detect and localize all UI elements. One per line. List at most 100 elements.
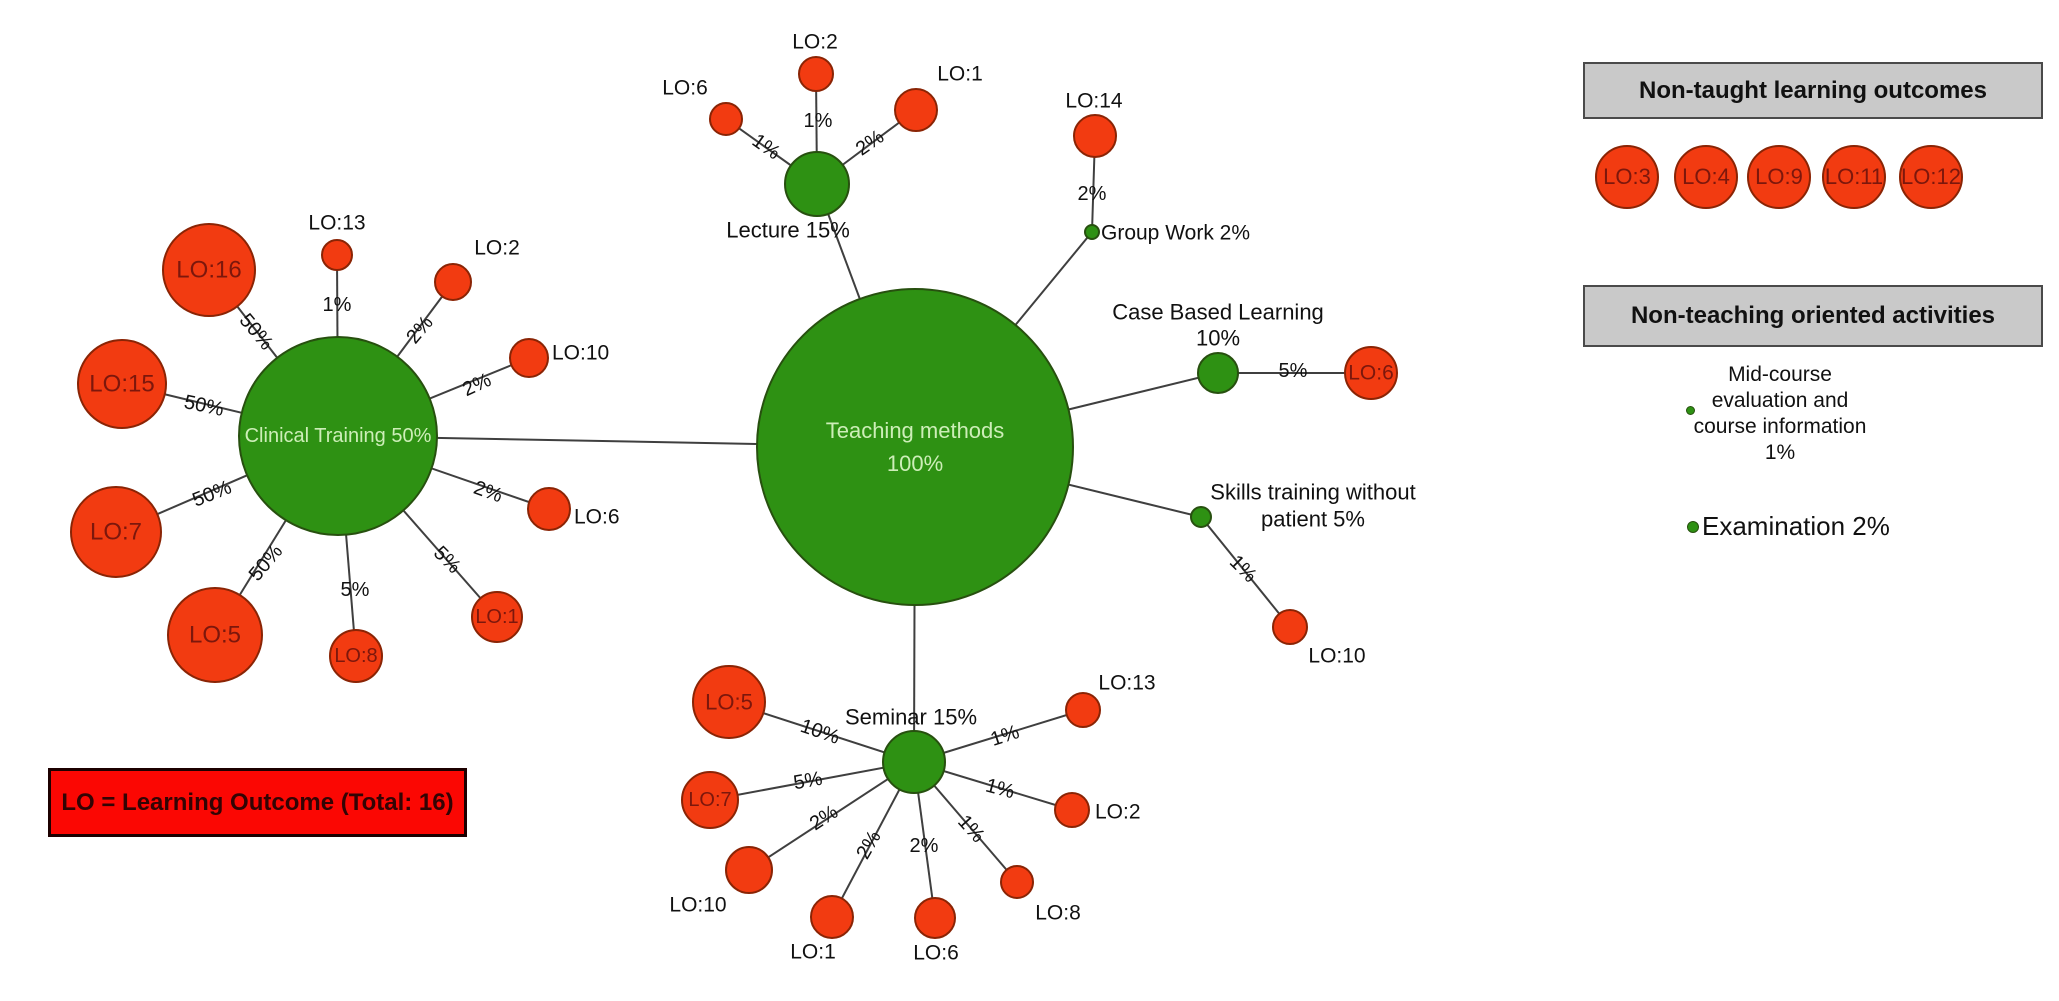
- edge-percent-clinical-c15: 50%: [182, 391, 226, 421]
- outcome-node-cb6: [1344, 346, 1398, 400]
- outcome-label-se13: LO:13: [1098, 672, 1155, 695]
- edge-percent-clinical-c1: 5%: [429, 542, 465, 578]
- midcourse-line: course information: [1693, 415, 1867, 438]
- midcourse-activity-label: Mid-course evaluation and course informa…: [1655, 362, 1905, 466]
- edge-percent-clinical-c13: 1%: [323, 294, 352, 316]
- method-label-skills: Skills training without: [1210, 480, 1415, 505]
- edge-percent-clinical-c8: 5%: [341, 579, 370, 601]
- outcome-node-c16: [162, 223, 256, 317]
- outcome-node-l6: [709, 102, 743, 136]
- outcome-label-c6: LO:6: [574, 506, 620, 529]
- outcome-label-cb6: LO:6: [1348, 362, 1394, 385]
- edge-percent-seminar-se6: 2%: [910, 835, 939, 857]
- method-label-seminar: Seminar 15%: [845, 705, 977, 730]
- outcome-node-c10: [509, 338, 549, 378]
- method-label-groupwork: Group Work 2%: [1101, 222, 1250, 245]
- outcome-node-se13: [1065, 692, 1101, 728]
- edge-percent-casebased-cb6: 5%: [1279, 360, 1308, 382]
- outcome-label-se7: LO:7: [688, 789, 731, 811]
- method-node-skills: [1190, 506, 1212, 528]
- edge-percent-seminar-se5: 10%: [797, 715, 842, 749]
- edge-percent-seminar-se1: 2%: [852, 827, 886, 863]
- outcome-node-s10: [1272, 609, 1308, 645]
- outcome-node-l2: [798, 56, 834, 92]
- outcome-label-se1: LO:1: [790, 941, 836, 964]
- method-label-casebased: 10%: [1196, 326, 1240, 351]
- method-node-clinical: [238, 336, 438, 536]
- outcome-label-se10: LO:10: [669, 894, 726, 917]
- outcome-node-se2: [1054, 792, 1090, 828]
- edge-percent-lecture-l2: 1%: [804, 110, 833, 132]
- edge-percent-clinical-c16: 50%: [235, 310, 278, 355]
- outcome-node-g14: [1073, 114, 1117, 158]
- examination-bullet-icon: [1687, 521, 1699, 533]
- lo-legend: LO = Learning Outcome (Total: 16): [48, 768, 467, 837]
- edge-percent-lecture-l6: 1%: [748, 130, 784, 165]
- outcome-node-c7: [70, 486, 162, 578]
- outcome-label-c2: LO:2: [474, 237, 520, 260]
- edge-percent-clinical-c6: 2%: [471, 477, 506, 508]
- edge-seminar-se10: [748, 761, 915, 871]
- outcome-label-c1: LO:1: [475, 606, 518, 628]
- method-label-teaching: 100%: [887, 451, 943, 476]
- outcome-label-se2: LO:2: [1095, 801, 1141, 824]
- edge-percent-seminar-se2: 1%: [983, 775, 1017, 804]
- outcome-label-c7: LO:7: [90, 519, 142, 546]
- edge-percent-seminar-se7: 5%: [792, 768, 825, 795]
- outcome-node-c5: [167, 587, 263, 683]
- non-taught-outcomes-header: Non-taught learning outcomes: [1583, 62, 2043, 119]
- outcome-node-se7: [681, 771, 739, 829]
- node-circles: [70, 56, 1398, 939]
- method-label-skills: patient 5%: [1261, 507, 1365, 532]
- non-taught-outcome-circle: LO:9: [1747, 145, 1811, 209]
- outcome-node-c1: [471, 591, 523, 643]
- non-taught-outcome-circle: LO:12: [1899, 145, 1963, 209]
- outcome-node-se1: [810, 895, 854, 939]
- non-taught-outcome-circle: LO:11: [1822, 145, 1886, 209]
- non-taught-outcome-circle: LO:4: [1674, 145, 1738, 209]
- outcome-label-l6: LO:6: [662, 77, 708, 100]
- midcourse-line: Mid-course: [1728, 363, 1832, 386]
- method-label-clinical: Clinical Training 50%: [245, 425, 432, 447]
- outcome-label-c10: LO:10: [552, 342, 609, 365]
- non-teaching-activities-header: Non-teaching oriented activities: [1583, 285, 2043, 347]
- outcome-node-c8: [329, 629, 383, 683]
- midcourse-line: 1%: [1764, 441, 1796, 464]
- outcome-node-se10: [725, 846, 773, 894]
- outcome-node-c2: [434, 263, 472, 301]
- method-node-lecture: [784, 151, 850, 217]
- outcome-label-c16: LO:16: [176, 257, 241, 284]
- edge-percent-seminar-se13: 1%: [988, 721, 1022, 751]
- outcome-label-se6: LO:6: [913, 942, 959, 965]
- method-node-teaching: [756, 288, 1074, 606]
- method-label-lecture: Lecture 15%: [726, 218, 850, 243]
- node-labels: Teaching methods 100% Clinical Training 50…: [89, 31, 1415, 965]
- outcome-label-l1: LO:1: [937, 63, 983, 86]
- outcome-label-c13: LO:13: [308, 212, 365, 235]
- edge-percent-clinical-c7: 50%: [189, 476, 235, 511]
- edge-percent-skills-s10: 1%: [1225, 551, 1261, 587]
- method-node-seminar: [882, 730, 946, 794]
- edge-percent-clinical-c5: 50%: [245, 540, 288, 585]
- outcome-label-c15: LO:15: [89, 371, 154, 398]
- method-node-groupwork: [1084, 224, 1100, 240]
- outcome-node-c15: [77, 339, 167, 429]
- outcome-node-se6: [914, 897, 956, 939]
- outcome-node-c6: [527, 487, 571, 531]
- outcome-label-se5: LO:5: [705, 690, 753, 715]
- outcome-node-l1: [894, 88, 938, 132]
- method-label-casebased: Case Based Learning: [1112, 300, 1324, 325]
- method-label-teaching: Teaching methods: [826, 418, 1005, 443]
- outcome-node-se5: [692, 665, 766, 739]
- non-taught-outcome-circle: LO:3: [1595, 145, 1659, 209]
- outcome-label-se8: LO:8: [1035, 902, 1081, 925]
- edge-seminar-se7: [709, 761, 915, 801]
- method-node-casebased: [1197, 352, 1239, 394]
- outcome-label-c8: LO:8: [334, 645, 377, 667]
- midcourse-bullet-icon: [1686, 406, 1695, 415]
- outcome-label-s10: LO:10: [1308, 645, 1365, 668]
- edge-percent-groupwork-g14: 2%: [1078, 183, 1107, 205]
- outcome-node-se8: [1000, 865, 1034, 899]
- outcome-label-c5: LO:5: [189, 622, 241, 649]
